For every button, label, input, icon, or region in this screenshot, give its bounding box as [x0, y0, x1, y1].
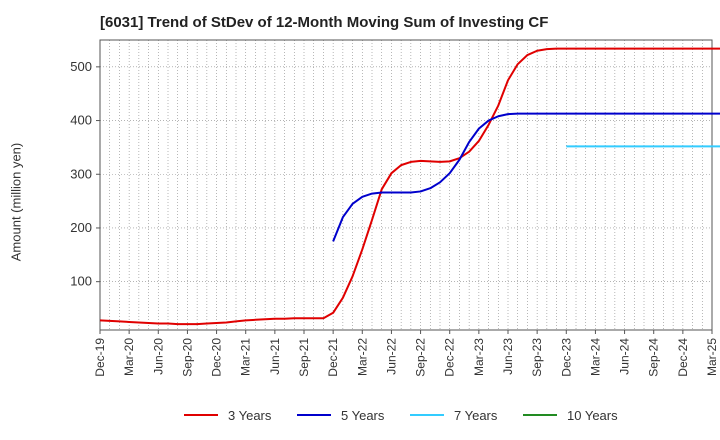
x-tick-label: Jun-24: [618, 338, 632, 375]
x-tick-label: Dec-24: [676, 338, 690, 377]
x-tick-label: Mar-21: [239, 338, 253, 376]
x-tick-label: Jun-23: [501, 338, 515, 375]
x-axis-ticks: Dec-19 Mar-20 Jun-20 Sep-20 Dec-20 Mar-21 Jun-…: [93, 330, 719, 377]
grid-lines: [99, 40, 713, 330]
legend-item: 3 Years: [184, 405, 271, 425]
x-tick-label: Sep-23: [530, 338, 544, 377]
x-tick-label: Dec-19: [93, 338, 107, 377]
x-tick-label: Dec-20: [210, 338, 224, 377]
x-tick-label: Mar-25: [705, 338, 719, 376]
plot-frame: [99, 39, 713, 331]
legend-swatch: [410, 414, 444, 416]
x-tick-label: Mar-23: [472, 338, 486, 376]
y-tick-label: 300: [70, 166, 92, 181]
legend-label: 7 Years: [454, 407, 498, 423]
x-tick-label: Sep-24: [647, 338, 661, 377]
x-tick-label: Sep-21: [297, 338, 311, 377]
x-tick-label: Dec-23: [559, 338, 573, 377]
x-tick-label: Dec-21: [326, 338, 340, 377]
x-tick-label: Jun-21: [268, 338, 282, 375]
legend-item: 7 Years: [410, 405, 497, 425]
x-tick-label: Sep-22: [414, 338, 428, 377]
legend-item: 5 Years: [297, 405, 384, 425]
legend-swatch: [184, 414, 218, 416]
legend-label: 10 Years: [567, 407, 618, 423]
y-axis-ticks: 100 200 300 400 500: [70, 59, 100, 289]
legend: 3 Years 5 Years 7 Years 10 Years: [0, 400, 720, 430]
y-tick-label: 500: [70, 59, 92, 74]
y-tick-label: 100: [70, 274, 92, 289]
x-tick-label: Sep-20: [180, 338, 194, 377]
legend-label: 3 Years: [228, 407, 272, 423]
legend-label: 5 Years: [341, 407, 385, 423]
x-tick-label: Mar-24: [588, 338, 602, 376]
x-tick-label: Dec-22: [443, 338, 457, 377]
legend-item: 10 Years: [523, 405, 618, 425]
series-lines: [99, 47, 720, 326]
line-chart: 100 200 300 400 500 Dec-19 Mar-20 Jun-20 Sep-20…: [70, 39, 720, 377]
legend-swatch: [297, 414, 331, 416]
legend-swatch: [523, 414, 557, 416]
x-tick-label: Jun-20: [151, 338, 165, 375]
series-line-3-years: [99, 47, 720, 326]
x-tick-label: Jun-22: [384, 338, 398, 375]
series-line-5-years: [332, 112, 720, 242]
x-tick-label: Mar-22: [355, 338, 369, 376]
y-tick-label: 200: [70, 220, 92, 235]
chart-title: [6031] Trend of StDev of 12-Month Moving…: [100, 14, 549, 31]
x-tick-label: Mar-20: [122, 338, 136, 376]
y-tick-label: 400: [70, 113, 92, 128]
